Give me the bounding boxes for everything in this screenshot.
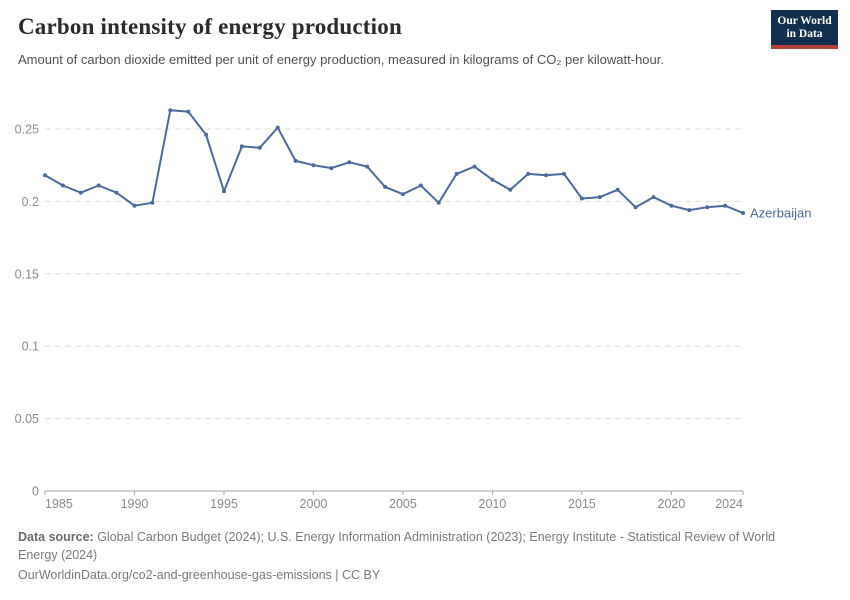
data-point[interactable] [78, 190, 83, 195]
footer-credit: OurWorldinData.org/co2-and-greenhouse-ga… [18, 568, 381, 582]
data-point[interactable] [562, 171, 566, 176]
data-point[interactable] [651, 195, 656, 200]
x-tick-label: 2000 [300, 497, 328, 511]
data-point[interactable] [508, 187, 513, 192]
data-point[interactable] [222, 189, 226, 194]
entity-label-azerbaijan[interactable]: Azerbaijan [750, 205, 811, 220]
x-tick-label: 2015 [568, 497, 596, 511]
series-points-azerbaijan[interactable] [43, 108, 745, 215]
y-tick-label: 0.25 [15, 123, 39, 137]
data-point[interactable] [239, 144, 244, 149]
data-point[interactable] [275, 125, 280, 130]
datasource-label: Data source: [18, 530, 94, 544]
data-point[interactable] [186, 109, 191, 114]
data-point[interactable] [257, 145, 262, 150]
x-tick-label: 2024 [715, 497, 743, 511]
data-point[interactable] [490, 177, 495, 182]
y-tick-label: 0.15 [15, 267, 39, 281]
data-point[interactable] [544, 173, 549, 178]
data-point[interactable] [132, 203, 137, 208]
x-axis: 1985 1990 1995 2000 2005 2010 2015 2020 2024 [44, 490, 744, 511]
data-point[interactable] [43, 173, 47, 178]
data-point[interactable] [723, 203, 728, 208]
x-tick-label: 2005 [389, 497, 417, 511]
owid-logo-line2: in Data [786, 27, 823, 40]
page-title: Carbon intensity of energy production [18, 14, 402, 39]
x-tick-label: 2010 [479, 497, 507, 511]
data-point[interactable] [436, 200, 441, 205]
data-point[interactable] [150, 200, 155, 205]
chart-subtitle: Amount of carbon dioxide emitted per uni… [18, 52, 664, 67]
y-gridlines [45, 128, 743, 420]
data-point[interactable] [168, 108, 173, 113]
data-point[interactable] [454, 171, 459, 176]
footer-datasource: Data source: Global Carbon Budget (2024)… [18, 529, 813, 564]
data-point[interactable] [633, 205, 638, 210]
y-tick-label: 0.1 [22, 340, 39, 354]
data-point[interactable] [597, 195, 602, 200]
data-point[interactable] [60, 183, 65, 188]
data-point[interactable] [526, 171, 531, 176]
x-tick-label: 1985 [45, 497, 73, 511]
data-point[interactable] [418, 183, 423, 188]
x-tick-label: 1995 [210, 497, 238, 511]
data-point[interactable] [365, 164, 370, 169]
data-point[interactable] [741, 211, 745, 215]
y-tick-label: 0.05 [15, 412, 39, 426]
data-point[interactable] [687, 208, 692, 213]
data-point[interactable] [311, 163, 316, 168]
owid-logo-text: Our World in Data [771, 10, 838, 45]
owid-logo: Our World in Data [771, 10, 838, 49]
datasource-text: Global Carbon Budget (2024); U.S. Energy… [18, 530, 776, 562]
series-line-azerbaijan[interactable] [44, 109, 744, 214]
data-point[interactable] [383, 184, 388, 189]
owid-logo-line1: Our World [777, 14, 832, 27]
data-point[interactable] [329, 166, 334, 171]
data-point[interactable] [400, 192, 405, 197]
data-point[interactable] [472, 164, 477, 169]
data-point[interactable] [579, 196, 584, 201]
data-point[interactable] [347, 160, 352, 165]
y-tick-label: 0 [32, 485, 39, 499]
data-point[interactable] [204, 132, 209, 137]
data-point[interactable] [615, 187, 620, 192]
x-tick-label: 1990 [121, 497, 149, 511]
data-point[interactable] [705, 205, 710, 210]
data-point[interactable] [669, 203, 674, 208]
data-point[interactable] [114, 190, 119, 195]
owid-logo-red-bar [771, 44, 838, 49]
y-tick-label: 0.2 [22, 195, 39, 209]
data-point[interactable] [293, 158, 298, 163]
y-axis-labels: 0 0.05 0.1 0.15 0.2 0.25 [15, 123, 39, 499]
data-point[interactable] [96, 183, 101, 188]
x-tick-label: 2020 [658, 497, 686, 511]
